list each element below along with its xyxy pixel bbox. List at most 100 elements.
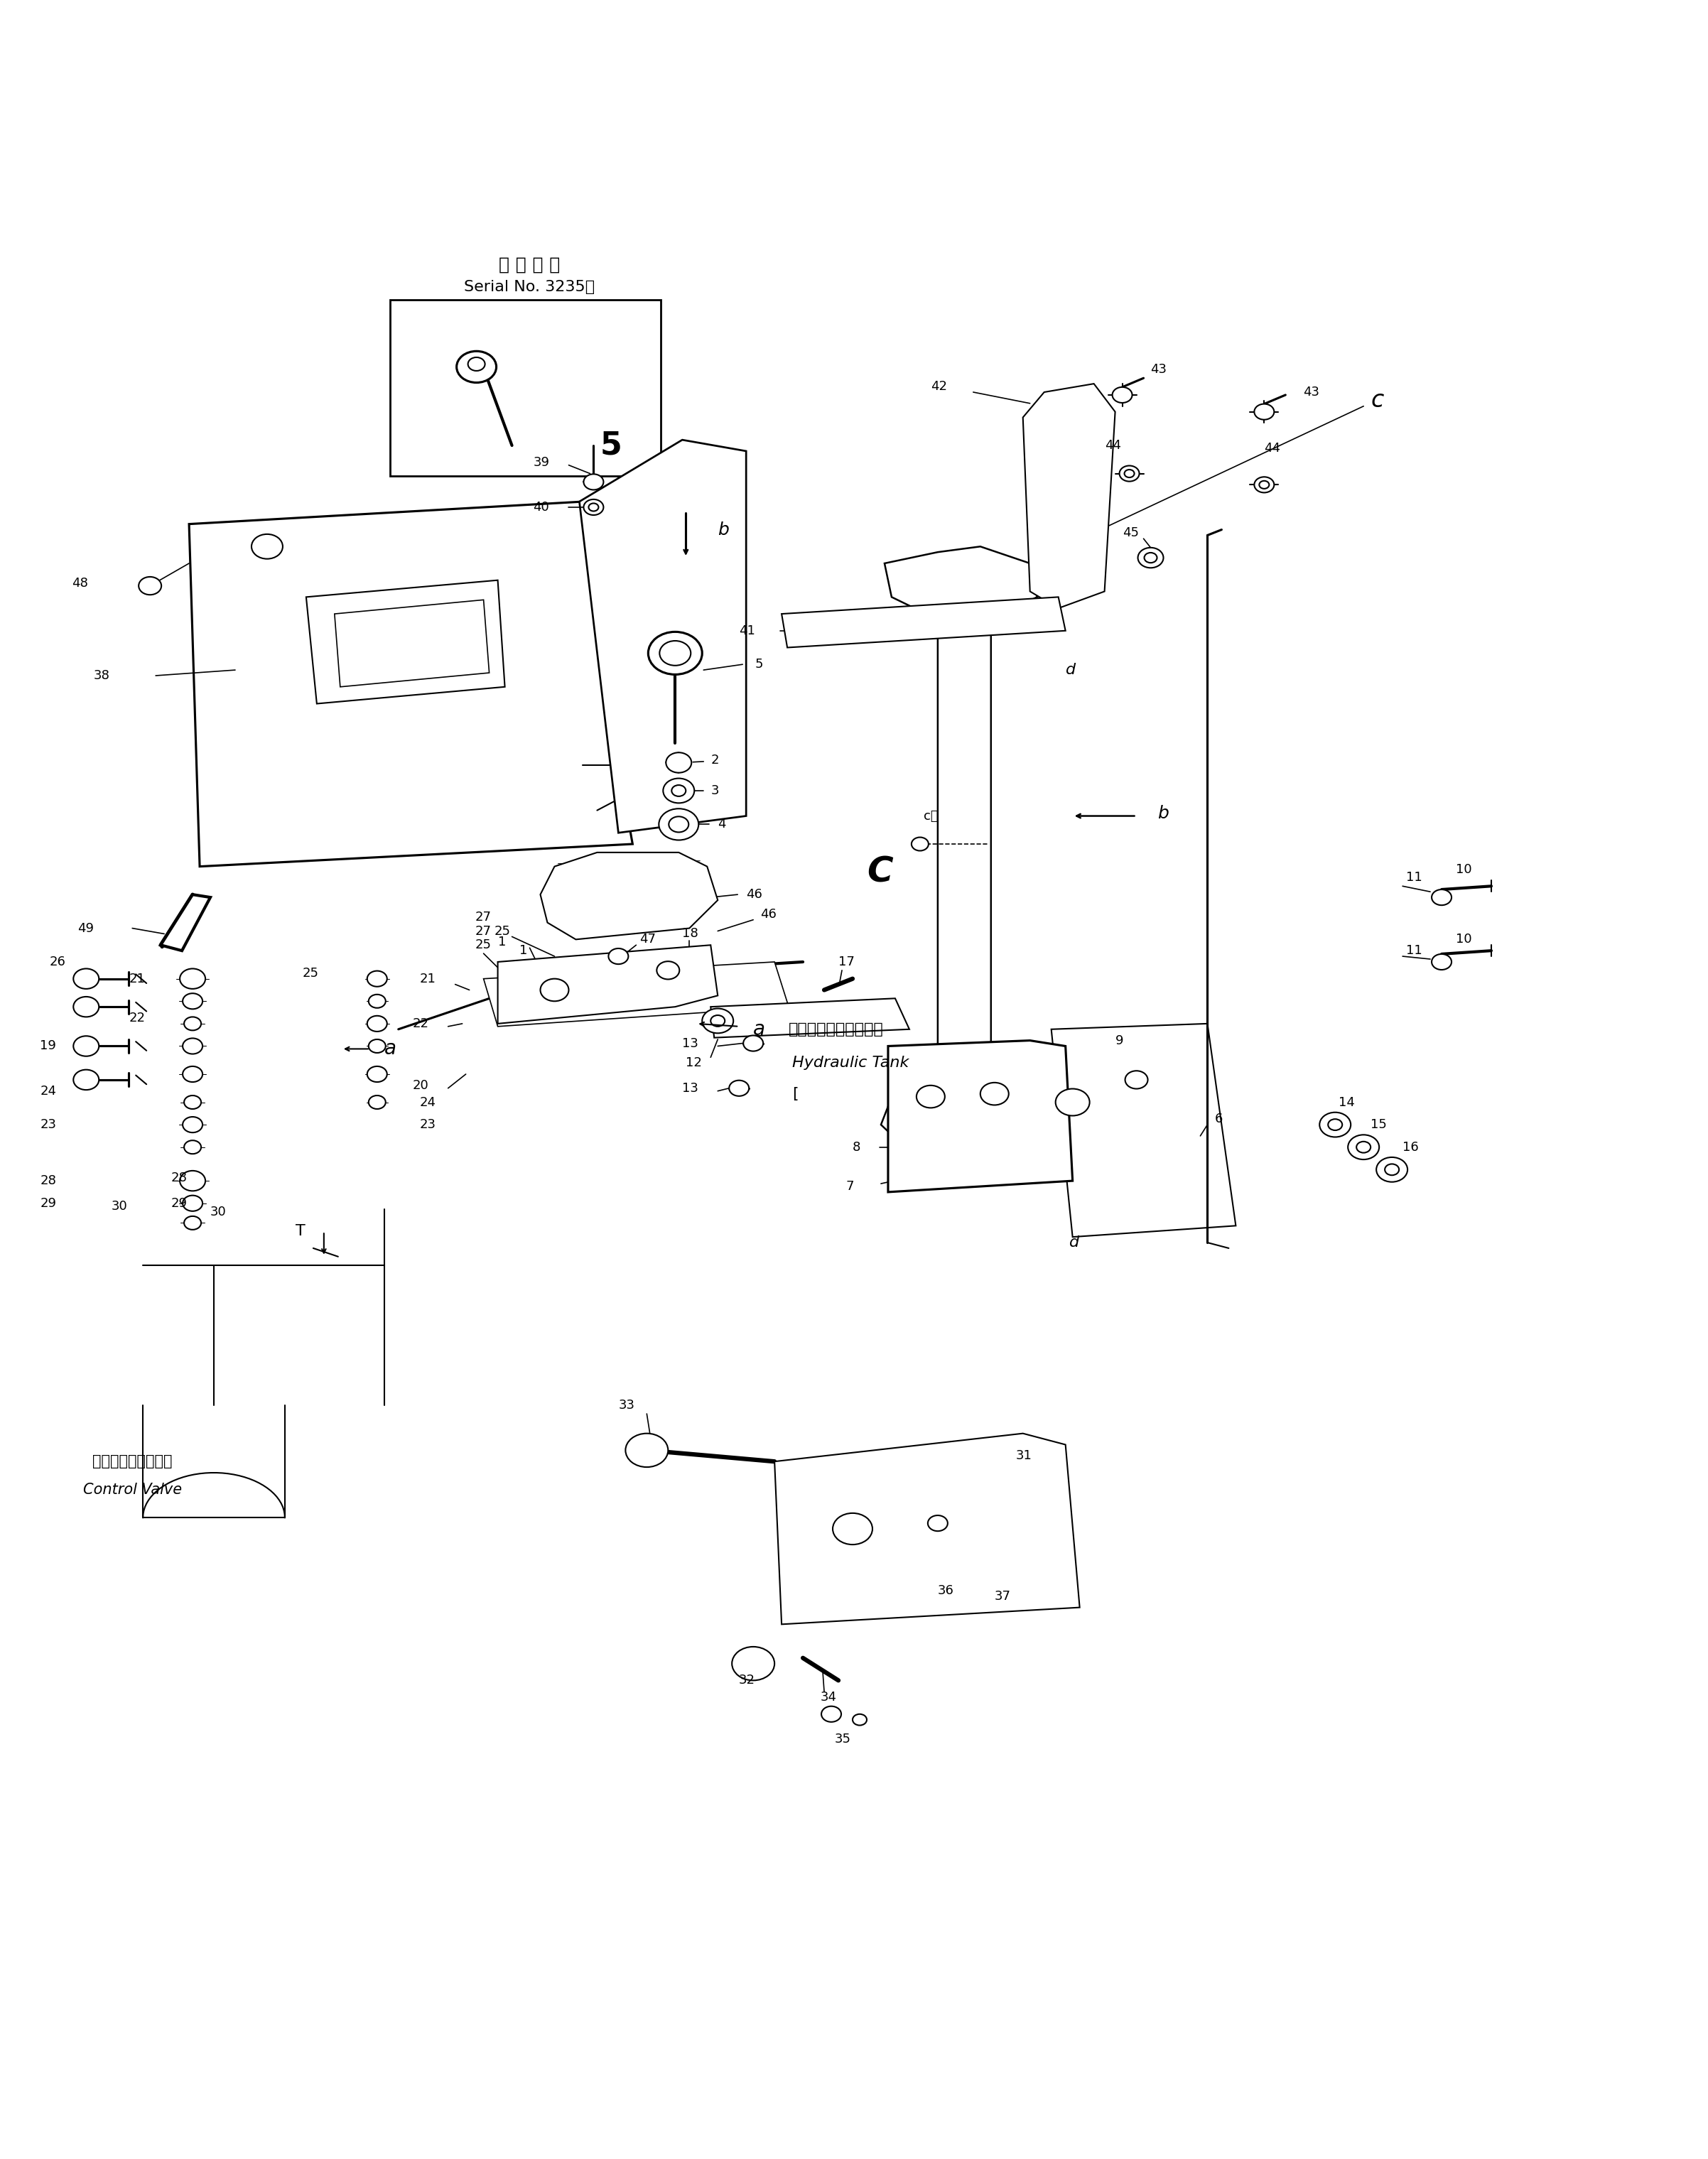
Text: 29: 29: [39, 1196, 56, 1209]
Polygon shape: [483, 963, 789, 1026]
Ellipse shape: [589, 503, 598, 512]
Ellipse shape: [659, 810, 699, 840]
Ellipse shape: [834, 1513, 873, 1544]
Text: 25: 25: [494, 924, 511, 937]
Text: 15: 15: [1370, 1118, 1387, 1131]
Text: 32: 32: [740, 1673, 755, 1686]
Text: 11: 11: [1406, 872, 1423, 883]
Text: 46: 46: [746, 887, 762, 900]
Text: 適 用 号 機: 適 用 号 機: [499, 257, 560, 274]
Ellipse shape: [183, 1038, 203, 1054]
Text: a: a: [753, 1019, 765, 1038]
Text: 19: 19: [39, 1041, 56, 1051]
Text: 26: 26: [50, 956, 65, 967]
Ellipse shape: [1356, 1142, 1370, 1153]
Text: 30: 30: [111, 1200, 126, 1213]
Ellipse shape: [468, 358, 485, 371]
Text: 31: 31: [1016, 1449, 1032, 1462]
Ellipse shape: [73, 997, 99, 1017]
Text: Hydraulic Tank: Hydraulic Tank: [793, 1056, 909, 1071]
Polygon shape: [161, 894, 210, 950]
Text: 18: 18: [681, 928, 699, 939]
Polygon shape: [711, 997, 909, 1038]
Ellipse shape: [1385, 1164, 1399, 1174]
Text: 44: 44: [1105, 438, 1120, 451]
Ellipse shape: [625, 1434, 668, 1468]
Text: T: T: [295, 1224, 306, 1239]
Ellipse shape: [1138, 548, 1163, 568]
Ellipse shape: [733, 1647, 774, 1680]
Text: 22: 22: [128, 1013, 145, 1023]
Ellipse shape: [1320, 1112, 1351, 1138]
Ellipse shape: [608, 948, 629, 965]
Text: 5: 5: [755, 658, 763, 671]
Ellipse shape: [1254, 477, 1274, 492]
Ellipse shape: [138, 576, 161, 594]
Ellipse shape: [183, 1067, 203, 1082]
Ellipse shape: [184, 1140, 202, 1153]
Text: 37: 37: [994, 1589, 1011, 1602]
Ellipse shape: [369, 1038, 386, 1054]
Ellipse shape: [1431, 890, 1452, 905]
Text: Control Valve: Control Valve: [84, 1483, 181, 1496]
Text: 17: 17: [839, 956, 854, 967]
Ellipse shape: [729, 1080, 750, 1097]
Ellipse shape: [540, 978, 569, 1002]
Ellipse shape: [1329, 1118, 1342, 1131]
Text: 1: 1: [497, 935, 506, 948]
Ellipse shape: [369, 1095, 386, 1110]
Text: 1: 1: [519, 943, 528, 956]
Text: 30: 30: [210, 1205, 227, 1218]
Ellipse shape: [711, 1015, 724, 1026]
Text: [: [: [793, 1086, 798, 1101]
Polygon shape: [306, 581, 506, 704]
Ellipse shape: [584, 499, 603, 516]
Text: 21: 21: [420, 972, 436, 985]
Ellipse shape: [852, 1714, 866, 1725]
Text: 42: 42: [931, 380, 946, 393]
Polygon shape: [497, 946, 717, 1023]
Ellipse shape: [183, 1116, 203, 1133]
Polygon shape: [881, 546, 1044, 1159]
Text: 27: 27: [475, 911, 492, 924]
Text: c部: c部: [924, 810, 938, 823]
Text: 45: 45: [1122, 527, 1139, 540]
Text: 44: 44: [1264, 443, 1281, 456]
Ellipse shape: [456, 352, 497, 382]
Text: 46: 46: [760, 907, 777, 920]
Text: 16: 16: [1402, 1140, 1419, 1153]
Text: 13: 13: [681, 1036, 699, 1049]
Text: 34: 34: [820, 1690, 837, 1703]
Text: 24: 24: [420, 1097, 436, 1108]
Text: c: c: [1370, 389, 1383, 412]
Ellipse shape: [927, 1516, 948, 1531]
Text: 2: 2: [711, 753, 719, 766]
Ellipse shape: [584, 475, 603, 490]
Text: 35: 35: [835, 1734, 851, 1747]
Text: 21: 21: [128, 972, 145, 985]
Ellipse shape: [369, 995, 386, 1008]
Text: 10: 10: [1455, 933, 1472, 946]
Polygon shape: [782, 598, 1066, 648]
Text: d: d: [1066, 663, 1076, 678]
Ellipse shape: [183, 1196, 203, 1211]
Ellipse shape: [1348, 1136, 1378, 1159]
Text: 40: 40: [533, 501, 550, 514]
Ellipse shape: [73, 1069, 99, 1090]
Ellipse shape: [743, 1036, 763, 1051]
Text: コントロールバルブ: コントロールバルブ: [92, 1455, 173, 1468]
Text: b: b: [717, 520, 729, 538]
Ellipse shape: [179, 969, 205, 989]
Ellipse shape: [912, 838, 929, 851]
Text: b: b: [1158, 805, 1168, 823]
Text: 43: 43: [1151, 363, 1167, 376]
Text: 28: 28: [39, 1174, 56, 1187]
Text: C: C: [866, 855, 893, 890]
Text: 4: 4: [717, 818, 726, 831]
Text: 13: 13: [681, 1082, 699, 1095]
Ellipse shape: [1126, 1071, 1148, 1088]
Text: 25: 25: [302, 967, 319, 980]
Ellipse shape: [251, 533, 284, 559]
Ellipse shape: [1377, 1157, 1407, 1181]
Ellipse shape: [822, 1706, 842, 1723]
